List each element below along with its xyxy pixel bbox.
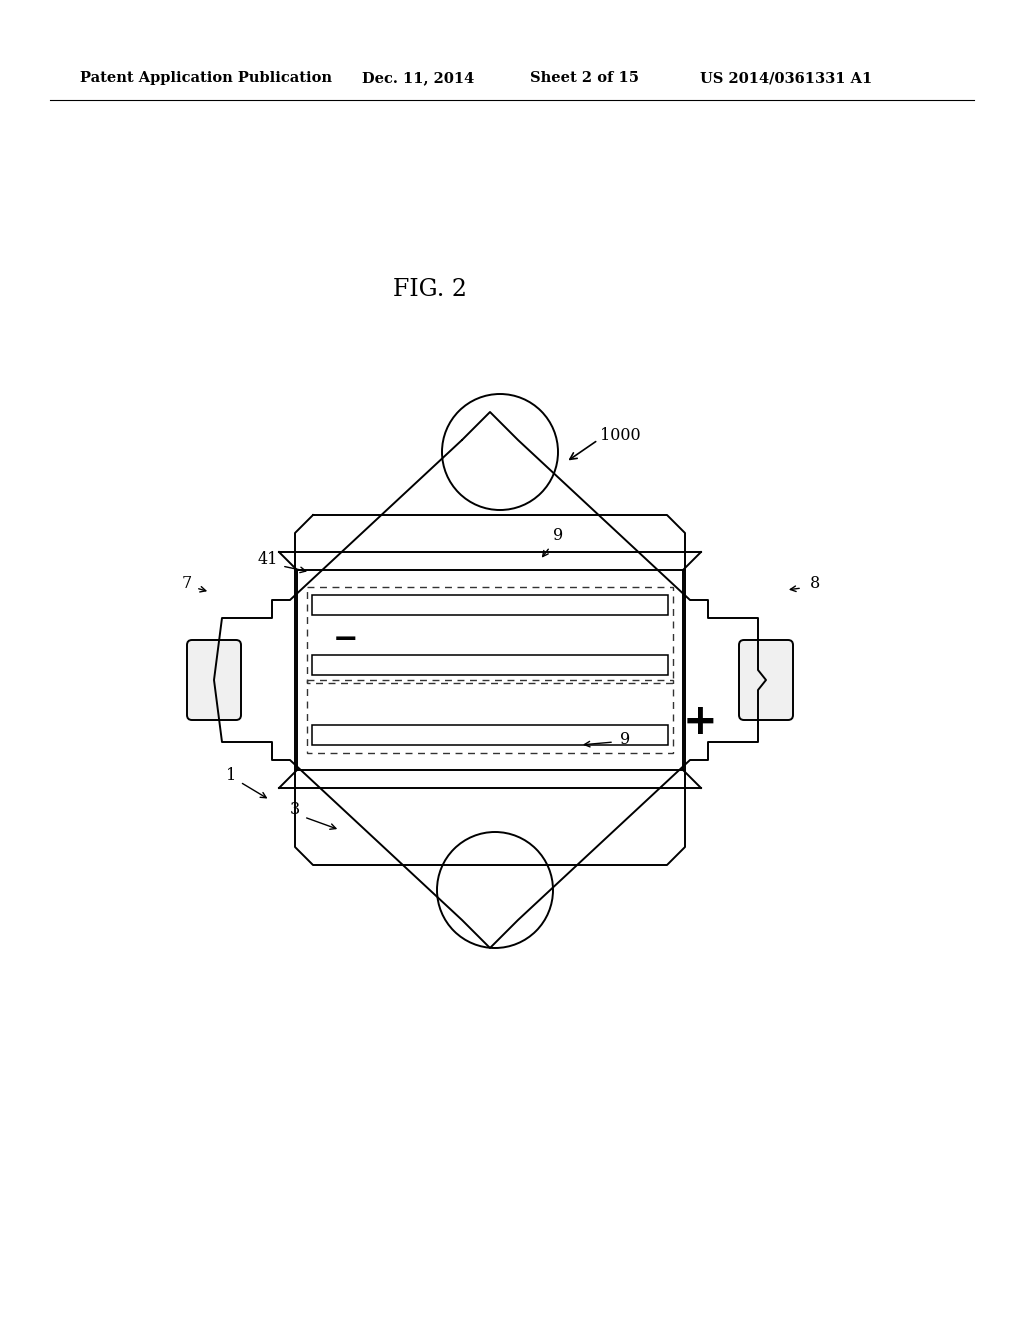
Bar [312, 655, 668, 675]
Bar [312, 725, 668, 744]
Text: −: − [332, 626, 357, 655]
Bar [312, 595, 668, 615]
Text: +: + [683, 701, 718, 743]
Text: 1: 1 [225, 767, 236, 784]
Text: 7: 7 [181, 576, 193, 593]
FancyBboxPatch shape [187, 640, 241, 719]
Text: Dec. 11, 2014: Dec. 11, 2014 [362, 71, 474, 84]
Text: FIG. 2: FIG. 2 [393, 279, 467, 301]
Bar [307, 680, 673, 752]
Bar [307, 587, 673, 682]
Text: 41: 41 [258, 552, 278, 569]
Text: US 2014/0361331 A1: US 2014/0361331 A1 [700, 71, 872, 84]
Text: 9: 9 [553, 527, 563, 544]
Text: Sheet 2 of 15: Sheet 2 of 15 [530, 71, 639, 84]
Text: 8: 8 [810, 576, 820, 593]
Text: 1000: 1000 [600, 426, 641, 444]
Text: Patent Application Publication: Patent Application Publication [80, 71, 332, 84]
Text: 3: 3 [290, 801, 300, 818]
FancyBboxPatch shape [739, 640, 793, 719]
Text: 9: 9 [620, 731, 630, 748]
